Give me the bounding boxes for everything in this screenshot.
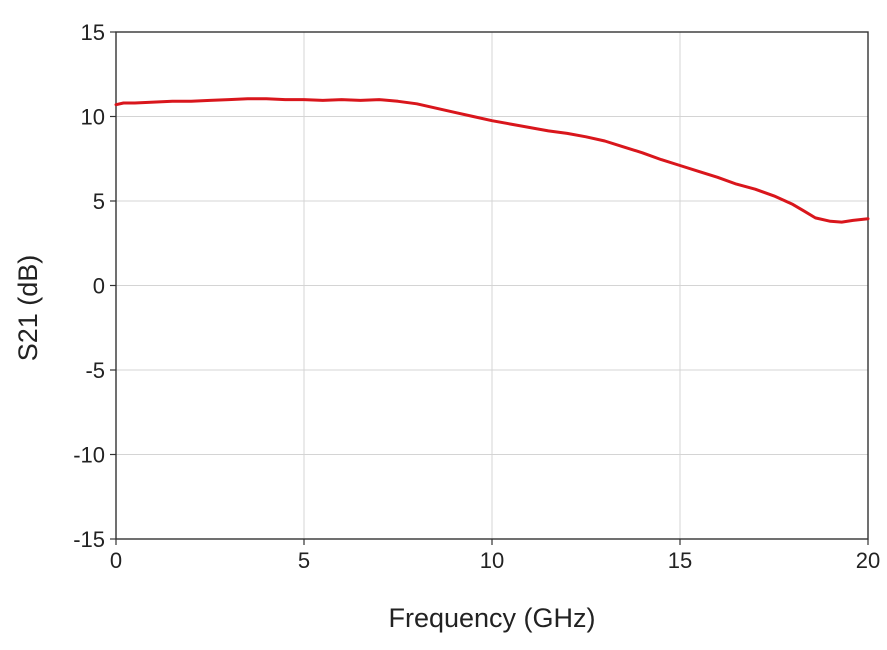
y-tick-label-0: 15: [81, 20, 105, 45]
y-tick-label-2: 5: [93, 189, 105, 214]
x-tick-label-4: 20: [856, 548, 880, 573]
axis-ticks: 0 5 10 15 20 15 10 5 0 -5 -10 -15: [73, 20, 880, 573]
x-axis-label: Frequency (GHz): [388, 603, 595, 633]
y-tick-label-5: -10: [73, 443, 105, 468]
y-tick-label-6: -15: [73, 527, 105, 552]
x-tick-label-1: 5: [298, 548, 310, 573]
y-tick-label-3: 0: [93, 274, 105, 299]
series-line-0: [114, 97, 870, 224]
y-tick-label-4: -5: [85, 358, 105, 383]
series-group: [114, 97, 870, 224]
y-tick-label-1: 10: [81, 105, 105, 130]
x-tick-label-0: 0: [110, 548, 122, 573]
x-tick-label-2: 10: [480, 548, 504, 573]
x-tick-label-3: 15: [668, 548, 692, 573]
y-axis-label: S21 (dB): [13, 255, 43, 362]
grid: [116, 32, 868, 539]
